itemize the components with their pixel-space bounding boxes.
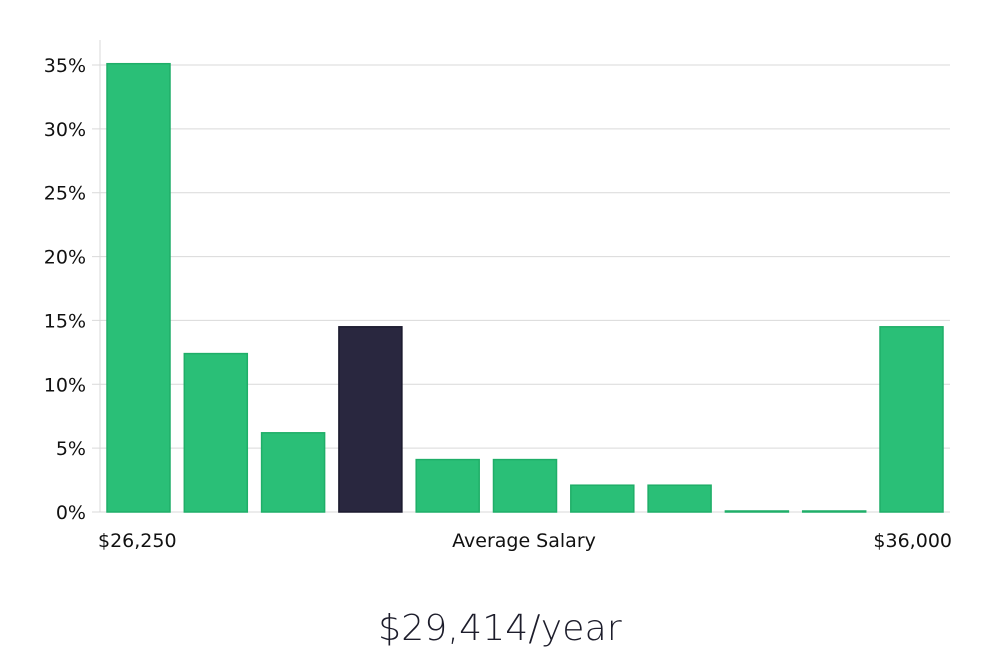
- bar: [724, 510, 790, 513]
- bar: [260, 432, 326, 513]
- y-tick-label: 5%: [56, 438, 86, 460]
- bar: [647, 484, 712, 513]
- y-tick-label: 25%: [44, 183, 86, 205]
- salary-histogram: 0% 5% 10% 15% 20% 25% 30% 35% $26,250 Average S…: [44, 40, 952, 552]
- bars: [106, 62, 944, 513]
- y-tick-label: 20%: [44, 247, 86, 269]
- y-tick-label: 15%: [44, 310, 86, 332]
- bar: [801, 510, 867, 513]
- x-start-label: $26,250: [98, 530, 177, 552]
- y-tick-label: 10%: [44, 374, 86, 396]
- bar: [570, 484, 635, 513]
- x-axis-title: Average Salary: [452, 530, 596, 552]
- bar: [415, 458, 480, 513]
- bar: [106, 62, 171, 513]
- x-axis: $26,250 Average Salary $36,000: [98, 530, 952, 552]
- x-end-label: $36,000: [873, 530, 952, 552]
- bar: [879, 326, 944, 513]
- bar-highlighted: [338, 326, 403, 513]
- bar: [492, 458, 558, 513]
- y-tick-label: 0%: [56, 502, 86, 524]
- y-axis: 0% 5% 10% 15% 20% 25% 30% 35%: [44, 40, 101, 524]
- bar: [183, 352, 249, 513]
- y-tick-label: 35%: [44, 55, 86, 77]
- y-tick-label: 30%: [44, 119, 86, 141]
- average-salary-headline: $29,414/year: [378, 608, 622, 649]
